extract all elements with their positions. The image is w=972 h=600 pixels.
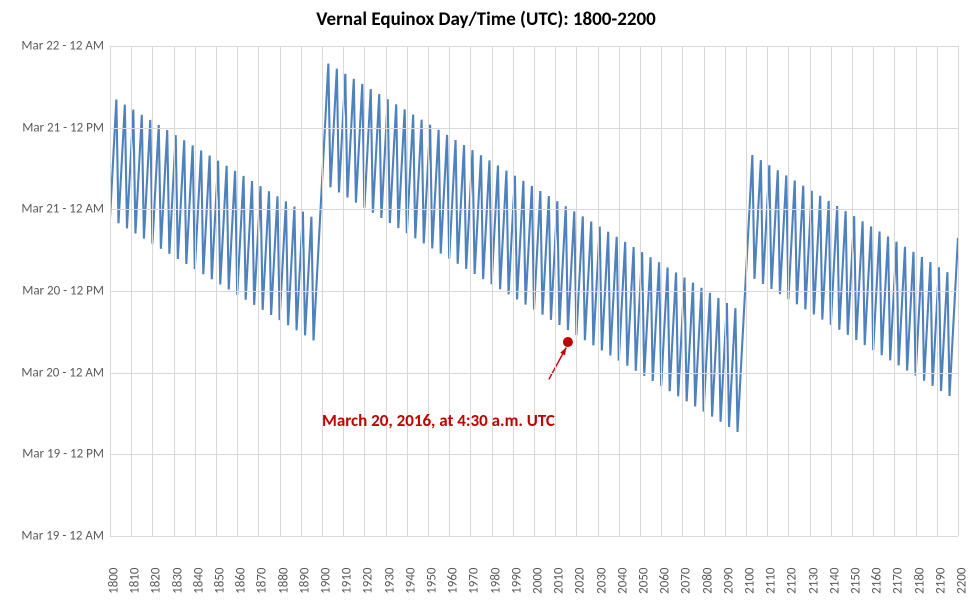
x-tick-label: 2150 — [849, 568, 864, 600]
grid-v — [916, 46, 917, 536]
y-tick-label: Mar 20 - 12 AM — [21, 365, 104, 380]
grid-v — [937, 46, 938, 536]
x-tick-label: 2060 — [658, 568, 673, 600]
grid-v — [767, 46, 768, 536]
grid-v — [470, 46, 471, 536]
y-tick-label: Mar 21 - 12 PM — [22, 120, 104, 135]
grid-v — [619, 46, 620, 536]
x-tick-label: 2140 — [827, 568, 842, 600]
x-tick-label: 2040 — [615, 568, 630, 600]
grid-v — [852, 46, 853, 536]
grid-v — [195, 46, 196, 536]
grid-v — [513, 46, 514, 536]
grid-v — [343, 46, 344, 536]
x-tick-label: 1920 — [361, 568, 376, 600]
grid-v — [428, 46, 429, 536]
x-tick-label: 1850 — [213, 568, 228, 600]
x-tick-label: 2010 — [552, 568, 567, 600]
grid-v — [280, 46, 281, 536]
grid-v — [301, 46, 302, 536]
grid-v — [894, 46, 895, 536]
grid-v — [640, 46, 641, 536]
x-tick-label: 2180 — [912, 568, 927, 600]
plot-area: Mar 19 - 12 AMMar 19 - 12 PMMar 20 - 12 … — [110, 46, 958, 536]
grid-v — [152, 46, 153, 536]
y-tick-label: Mar 20 - 12 PM — [22, 284, 104, 299]
x-tick-label: 1960 — [446, 568, 461, 600]
y-tick-label: Mar 19 - 12 PM — [22, 447, 104, 462]
x-tick-label: 1980 — [488, 568, 503, 600]
y-tick-label: Mar 22 - 12 AM — [21, 39, 104, 54]
grid-v — [704, 46, 705, 536]
x-tick-label: 1830 — [170, 568, 185, 600]
grid-v — [661, 46, 662, 536]
grid-v — [682, 46, 683, 536]
grid-v — [725, 46, 726, 536]
grid-v — [492, 46, 493, 536]
x-tick-label: 2100 — [743, 568, 758, 600]
grid-h — [110, 536, 958, 537]
chart-title: Vernal Equinox Day/Time (UTC): 1800-2200 — [0, 8, 972, 31]
grid-v — [216, 46, 217, 536]
grid-v — [237, 46, 238, 536]
grid-v — [364, 46, 365, 536]
x-tick-label: 1940 — [403, 568, 418, 600]
grid-v — [534, 46, 535, 536]
x-tick-label: 1950 — [425, 568, 440, 600]
annotation-point — [563, 338, 572, 347]
x-tick-label: 2030 — [594, 568, 609, 600]
grid-v — [258, 46, 259, 536]
grid-v — [576, 46, 577, 536]
grid-v — [788, 46, 789, 536]
x-tick-label: 1970 — [467, 568, 482, 600]
chart-container: Vernal Equinox Day/Time (UTC): 1800-2200… — [0, 0, 972, 597]
annotation-arrowhead — [560, 347, 566, 355]
grid-v — [407, 46, 408, 536]
y-tick-label: Mar 19 - 12 AM — [21, 529, 104, 544]
x-tick-label: 2170 — [891, 568, 906, 600]
x-tick-label: 1820 — [149, 568, 164, 600]
x-tick-label: 2190 — [933, 568, 948, 600]
x-tick-label: 1900 — [319, 568, 334, 600]
grid-v — [810, 46, 811, 536]
grid-v — [746, 46, 747, 536]
x-tick-label: 1890 — [297, 568, 312, 600]
grid-v — [174, 46, 175, 536]
x-tick-label: 2120 — [785, 568, 800, 600]
x-tick-label: 2000 — [531, 568, 546, 600]
x-tick-label: 2130 — [806, 568, 821, 600]
x-tick-label: 1930 — [382, 568, 397, 600]
x-tick-label: 2110 — [764, 568, 779, 600]
annotation-label: March 20, 2016, at 4:30 a.m. UTC — [322, 410, 555, 431]
x-tick-label: 2070 — [679, 568, 694, 600]
grid-v — [386, 46, 387, 536]
x-tick-label: 2200 — [955, 568, 970, 600]
x-tick-label: 1810 — [128, 568, 143, 600]
y-tick-label: Mar 21 - 12 AM — [21, 202, 104, 217]
x-tick-label: 2080 — [700, 568, 715, 600]
grid-v — [449, 46, 450, 536]
x-tick-label: 2090 — [721, 568, 736, 600]
grid-v — [110, 46, 111, 536]
x-tick-label: 1840 — [191, 568, 206, 600]
x-tick-label: 1880 — [276, 568, 291, 600]
x-tick-label: 2020 — [573, 568, 588, 600]
grid-v — [131, 46, 132, 536]
x-tick-label: 1860 — [234, 568, 249, 600]
grid-v — [322, 46, 323, 536]
grid-v — [555, 46, 556, 536]
x-tick-label: 1870 — [255, 568, 270, 600]
x-tick-label: 1990 — [509, 568, 524, 600]
grid-v — [873, 46, 874, 536]
x-tick-label: 1910 — [340, 568, 355, 600]
grid-v — [598, 46, 599, 536]
x-tick-label: 2050 — [637, 568, 652, 600]
grid-v — [831, 46, 832, 536]
x-tick-label: 1800 — [107, 568, 122, 600]
grid-v — [958, 46, 959, 536]
x-tick-label: 2160 — [870, 568, 885, 600]
